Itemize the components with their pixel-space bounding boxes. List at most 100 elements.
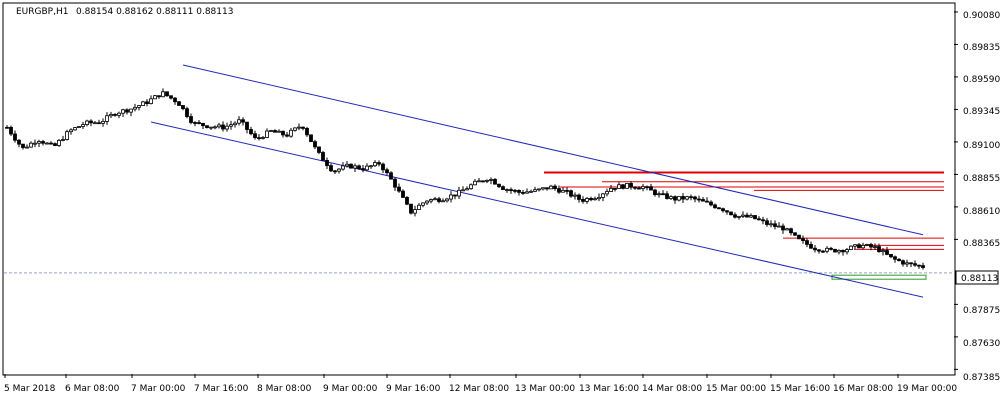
x-tick-label: 13 Mar 16:00	[579, 384, 639, 394]
y-tick-label: 0.89345	[963, 107, 1000, 117]
candle-bull	[425, 200, 429, 204]
candle-bull	[353, 165, 357, 169]
candle-bull	[537, 188, 541, 191]
candle-bull	[669, 196, 673, 199]
x-tick-label: 5 Mar 2018	[4, 384, 56, 394]
candle-bull	[85, 120, 89, 125]
candle-bull	[121, 109, 125, 114]
candle-bear	[205, 125, 209, 129]
candle-bull	[293, 127, 297, 131]
support-zone[interactable]	[831, 274, 927, 280]
candle-bear	[761, 219, 765, 222]
candle-bear	[493, 179, 497, 185]
candle-bull	[117, 112, 121, 116]
candle-bear	[841, 249, 845, 253]
candle-bear	[125, 109, 129, 113]
candle-bear	[681, 196, 685, 200]
candle-bear	[629, 183, 633, 188]
candle-bear	[305, 128, 309, 136]
candle-bull	[137, 105, 141, 108]
channel-lower-line[interactable]	[150, 121, 924, 298]
candle-bull	[677, 196, 681, 201]
current-price-tag-box	[955, 270, 999, 285]
candle-bear	[649, 186, 653, 191]
candle-bear	[177, 101, 181, 106]
candle-bear	[9, 126, 13, 135]
candle-bear	[921, 265, 925, 268]
chart-ohlc-readout: 0.88154 0.88162 0.88111 0.88113	[76, 7, 233, 17]
y-tick-label: 0.88365	[963, 239, 1000, 249]
candle-bear	[281, 130, 285, 136]
candle-bull	[25, 146, 29, 149]
candle-bear	[325, 159, 329, 167]
candle-bull	[337, 168, 341, 172]
candle-bear	[725, 210, 729, 213]
candle-bear	[577, 194, 581, 200]
x-tick-label: 14 Mar 08:00	[642, 384, 702, 394]
candle-bear	[169, 95, 173, 99]
candle-bull	[373, 162, 377, 167]
candle-bear	[317, 146, 321, 153]
candle-bear	[789, 228, 793, 234]
candle-bear	[705, 200, 709, 203]
candle-bull	[881, 250, 885, 253]
candle-bear	[713, 204, 717, 209]
x-tick-label: 7 Mar 00:00	[131, 384, 186, 394]
candle-bull	[345, 163, 349, 167]
candle-bull	[237, 119, 241, 124]
candle-bull	[433, 198, 437, 201]
candle-bear	[765, 220, 769, 225]
candle-bear	[773, 223, 777, 227]
plot-frame	[2, 2, 956, 376]
candle-bear	[797, 234, 801, 240]
candle-bear	[157, 95, 161, 98]
candle-bear	[665, 193, 669, 199]
candle-bear	[173, 97, 177, 103]
candle-bear	[329, 165, 333, 172]
candle-bear	[145, 101, 149, 104]
candle-bear	[893, 256, 897, 260]
candle-bull	[365, 165, 369, 171]
candle-bear	[613, 187, 617, 190]
candle-bull	[561, 189, 565, 193]
candle-bull	[825, 247, 829, 252]
candle-bull	[853, 244, 857, 247]
candle-bull	[585, 198, 589, 202]
candle-bull	[617, 184, 621, 189]
candle-bear	[397, 186, 401, 192]
candle-bull	[873, 246, 877, 248]
candle-bull	[849, 245, 853, 250]
x-tick-label: 8 Mar 08:00	[257, 384, 312, 394]
candle-bull	[105, 115, 109, 122]
candle-bear	[833, 248, 837, 253]
candle-bear	[357, 165, 361, 170]
chart-symbol-label: EURGBP,H1	[16, 7, 68, 17]
candle-bull	[289, 129, 293, 137]
candle-bull	[461, 189, 465, 192]
x-tick-label: 19 Mar 00:00	[897, 384, 957, 394]
candle-bear	[637, 187, 641, 190]
candle-bear	[673, 196, 677, 201]
y-tick-label: 0.89100	[963, 141, 1000, 151]
x-tick-label: 15 Mar 16:00	[770, 384, 830, 394]
candle-bull	[845, 249, 849, 253]
channel-upper-line[interactable]	[182, 64, 924, 236]
candle-bull	[657, 193, 661, 196]
candle-bull	[417, 204, 421, 210]
candle-bull	[785, 228, 789, 231]
candle-bear	[381, 163, 385, 171]
candle-bear	[185, 108, 189, 117]
candle-bull	[213, 126, 217, 129]
candle-bear	[321, 152, 325, 161]
candle-bear	[581, 199, 585, 202]
candle-bear	[241, 119, 245, 123]
candle-bull	[445, 198, 449, 202]
candle-bear	[197, 122, 201, 124]
candle-bear	[897, 258, 901, 262]
candle-bear	[517, 190, 521, 193]
candle-bear	[569, 190, 573, 197]
candle-bear	[877, 246, 881, 253]
x-tick-label: 15 Mar 00:00	[706, 384, 766, 394]
candle-bear	[553, 185, 557, 190]
